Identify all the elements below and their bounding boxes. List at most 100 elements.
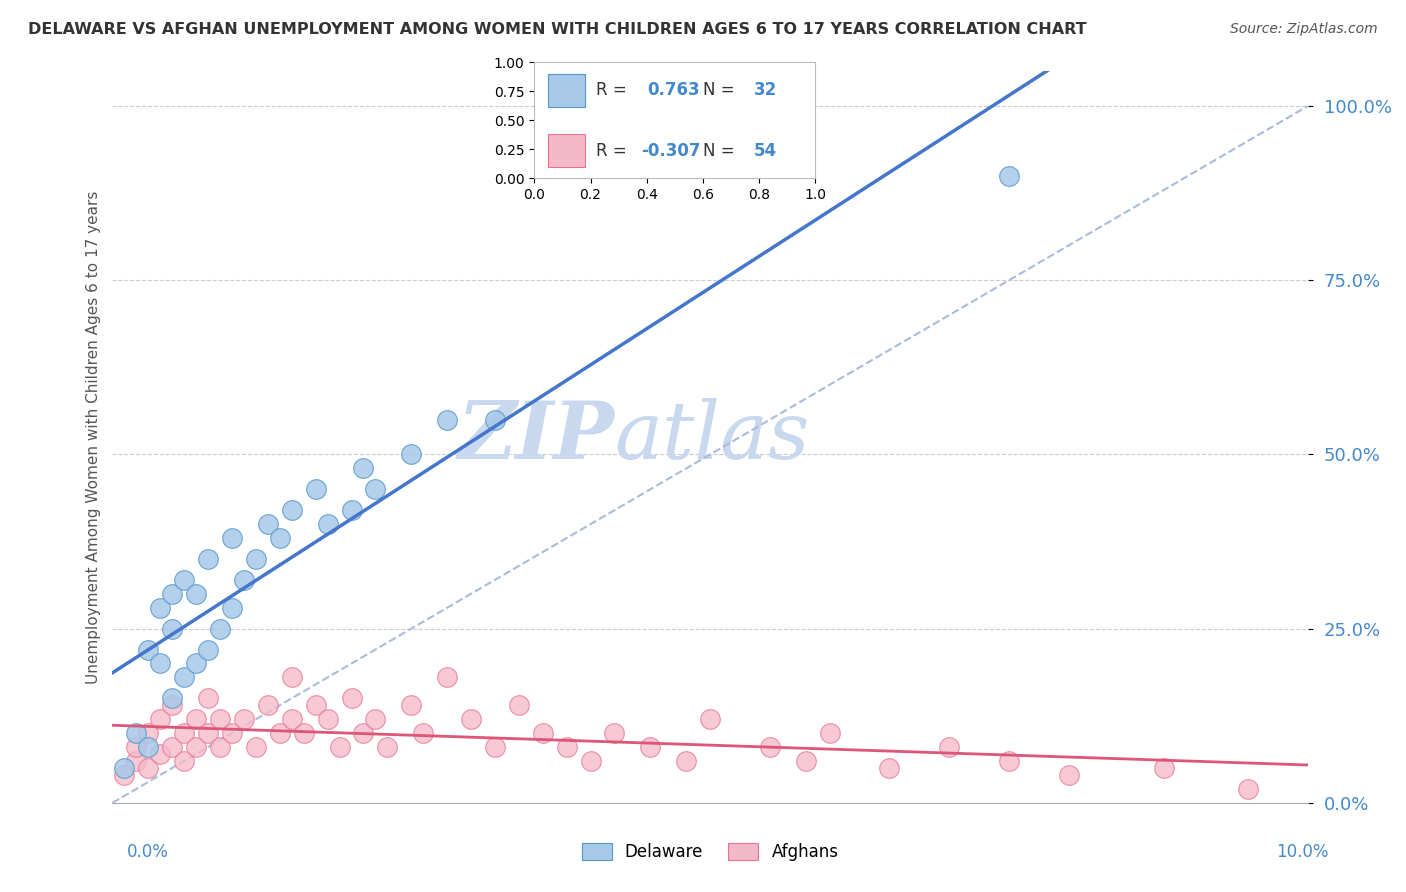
Point xyxy=(484,740,506,755)
Point xyxy=(364,483,387,497)
Point xyxy=(197,552,219,566)
Point xyxy=(138,761,160,775)
Point xyxy=(221,600,243,615)
Point xyxy=(186,587,208,601)
Point xyxy=(149,712,172,726)
Point xyxy=(675,754,697,768)
Point xyxy=(125,754,148,768)
Point xyxy=(173,670,195,684)
Point xyxy=(186,712,208,726)
Point xyxy=(162,691,183,706)
Point xyxy=(555,740,578,755)
Point xyxy=(125,726,148,740)
Point xyxy=(233,712,256,726)
Point xyxy=(531,726,554,740)
Point xyxy=(353,461,375,475)
Point xyxy=(436,670,458,684)
Point xyxy=(269,531,291,545)
Point xyxy=(401,448,423,462)
Point xyxy=(316,517,339,532)
Point xyxy=(233,573,256,587)
Bar xyxy=(548,74,585,106)
Point xyxy=(1057,768,1080,782)
Y-axis label: Unemployment Among Women with Children Ages 6 to 17 years: Unemployment Among Women with Children A… xyxy=(86,190,101,684)
Text: atlas: atlas xyxy=(614,399,810,475)
Legend: Delaware, Afghans: Delaware, Afghans xyxy=(575,836,845,868)
Point xyxy=(138,726,160,740)
Point xyxy=(125,740,148,755)
Point xyxy=(1237,781,1260,796)
Point xyxy=(149,657,172,671)
Point xyxy=(245,740,267,755)
Text: 0.0%: 0.0% xyxy=(127,843,169,861)
Point xyxy=(879,761,901,775)
Text: -0.307: -0.307 xyxy=(641,142,700,160)
Text: N =: N = xyxy=(703,81,740,99)
Point xyxy=(292,726,315,740)
Text: ZIP: ZIP xyxy=(457,399,614,475)
Point xyxy=(138,740,160,755)
Text: Source: ZipAtlas.com: Source: ZipAtlas.com xyxy=(1230,22,1378,37)
Point xyxy=(197,642,219,657)
Point xyxy=(281,670,304,684)
Point xyxy=(305,698,328,713)
Point xyxy=(340,503,363,517)
Point xyxy=(998,169,1021,183)
Point xyxy=(138,642,160,657)
Point xyxy=(699,712,721,726)
Point xyxy=(460,712,482,726)
Point xyxy=(281,503,304,517)
Point xyxy=(329,740,352,755)
Point xyxy=(377,740,399,755)
Point xyxy=(221,531,243,545)
Point xyxy=(173,573,195,587)
Point xyxy=(794,754,817,768)
Point xyxy=(173,754,195,768)
Point xyxy=(412,726,434,740)
Point xyxy=(245,552,267,566)
Point xyxy=(149,600,172,615)
Point xyxy=(186,740,208,755)
Point xyxy=(353,726,375,740)
Text: 32: 32 xyxy=(754,81,778,99)
Point xyxy=(508,698,530,713)
Text: DELAWARE VS AFGHAN UNEMPLOYMENT AMONG WOMEN WITH CHILDREN AGES 6 TO 17 YEARS COR: DELAWARE VS AFGHAN UNEMPLOYMENT AMONG WO… xyxy=(28,22,1087,37)
Point xyxy=(221,726,243,740)
Point xyxy=(197,726,219,740)
Point xyxy=(162,587,183,601)
Point xyxy=(186,657,208,671)
Point xyxy=(818,726,841,740)
Point xyxy=(149,747,172,761)
Point xyxy=(269,726,291,740)
Point xyxy=(364,712,387,726)
Point xyxy=(759,740,782,755)
Point xyxy=(209,712,232,726)
Text: N =: N = xyxy=(703,142,740,160)
Point xyxy=(257,698,280,713)
Point xyxy=(640,740,662,755)
Point xyxy=(173,726,195,740)
Point xyxy=(114,768,135,782)
Text: R =: R = xyxy=(596,142,633,160)
Point xyxy=(938,740,960,755)
Point xyxy=(114,761,135,775)
Text: 0.763: 0.763 xyxy=(647,81,699,99)
Point xyxy=(484,412,506,426)
Point xyxy=(340,691,363,706)
Point xyxy=(401,698,423,713)
Point xyxy=(257,517,280,532)
Point xyxy=(209,740,232,755)
Point xyxy=(209,622,232,636)
Point xyxy=(436,412,458,426)
Bar xyxy=(548,135,585,167)
Point xyxy=(998,754,1021,768)
Point xyxy=(579,754,602,768)
Text: R =: R = xyxy=(596,81,633,99)
Text: 10.0%: 10.0% xyxy=(1277,843,1329,861)
Point xyxy=(316,712,339,726)
Point xyxy=(162,622,183,636)
Point xyxy=(603,726,626,740)
Point xyxy=(197,691,219,706)
Point xyxy=(281,712,304,726)
Point xyxy=(1153,761,1175,775)
